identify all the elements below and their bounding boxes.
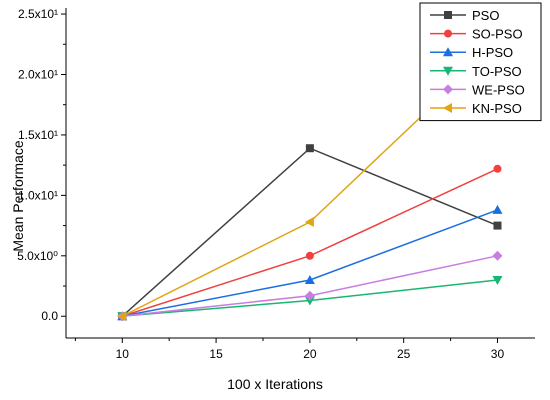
data-point-to-pso [492, 275, 503, 285]
data-point-h-pso [492, 204, 503, 214]
legend-swatch-marker [443, 84, 453, 95]
x-tick-label: 30 [491, 347, 505, 361]
y-tick-label: 1.5x10¹ [18, 128, 58, 142]
x-tick-label: 20 [303, 347, 317, 361]
data-point-h-pso [304, 274, 315, 284]
x-tick-label: 15 [209, 347, 223, 361]
legend-swatch-marker [444, 11, 452, 19]
data-point-pso [493, 221, 502, 230]
legend-item-kn-pso: KN-PSO [430, 101, 522, 116]
legend-item-to-pso: TO-PSO [430, 64, 522, 79]
legend-item-so-pso: SO-PSO [430, 27, 523, 42]
x-tick-label: 25 [397, 347, 411, 361]
data-point-so-pso [493, 164, 502, 173]
data-point-pso [305, 144, 314, 153]
legend: PSO SO-PSO H-PSO TO-PSO WE-PSO KN-PSO [419, 2, 542, 122]
legend-label: H-PSO [472, 45, 513, 60]
axes: 10 15 20 25 30 0.0 5.0x10⁰ 1.0x10¹ 1.5x10¹ 2.0x10… [17, 7, 535, 361]
x-axis-title: 100 x Iterations [227, 376, 323, 392]
legend-item-pso: PSO [430, 8, 499, 23]
data-point-we-pso [492, 250, 503, 261]
y-tick-label: 2.5x10¹ [18, 7, 58, 21]
legend-item-we-pso: WE-PSO [430, 82, 525, 97]
data-point-we-pso [304, 290, 315, 301]
data-point-so-pso [305, 251, 314, 260]
y-tick-label: 1.0x10¹ [18, 188, 58, 202]
y-tick-label: 0.0 [41, 309, 58, 323]
legend-swatch-marker [443, 66, 453, 76]
legend-swatch-marker [443, 103, 452, 113]
legend-label: KN-PSO [472, 101, 522, 116]
data-point-kn-pso [117, 311, 127, 322]
y-tick-label: 5.0x10⁰ [17, 249, 58, 263]
legend-label: SO-PSO [472, 27, 523, 42]
legend-label: PSO [472, 8, 499, 23]
data-point-to-pso [304, 296, 315, 306]
legend-label: WE-PSO [472, 82, 525, 97]
legend-swatch-marker [443, 47, 453, 57]
legend-item-h-pso: H-PSO [430, 45, 513, 60]
y-axis-title: Mean Performace [10, 140, 26, 251]
legend-label: TO-PSO [472, 64, 522, 79]
x-tick-label: 10 [116, 347, 130, 361]
data-point-kn-pso [304, 216, 314, 227]
y-tick-label: 2.0x10¹ [18, 67, 58, 81]
legend-swatch-marker [444, 29, 452, 38]
legend-box [419, 2, 542, 122]
